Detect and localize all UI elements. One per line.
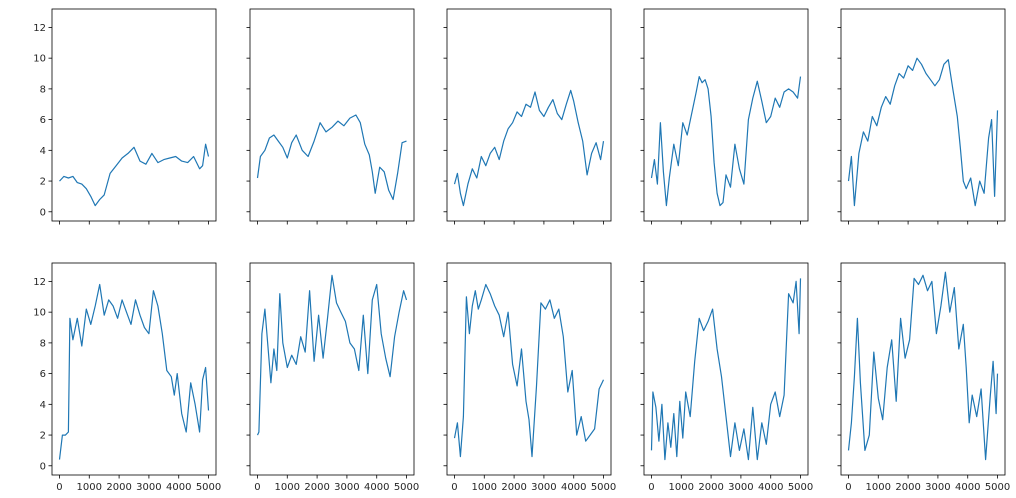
- y-tick-label: 0: [40, 461, 46, 472]
- subplot-r1-c3: [443, 8, 612, 225]
- axes-frame: [840, 262, 1006, 476]
- x-tick-label: 1000: [472, 482, 497, 493]
- subplot-r2-c1: 0 2 4 6 8 10 12 0 1000 2000 3000 4000 5000: [33, 262, 221, 493]
- axes-frame: [51, 262, 217, 476]
- series-line: [650, 278, 802, 461]
- y-tick-label: 6: [40, 369, 46, 380]
- x-tick-label: 5000: [788, 482, 813, 493]
- y-tick-label: 4: [40, 146, 46, 157]
- x-tick-label: 0: [845, 482, 851, 493]
- x-tick-label: 3000: [728, 482, 753, 493]
- x-tick-label: 1000: [275, 482, 300, 493]
- x-tick-label: 0: [648, 482, 654, 493]
- y-tick-label: 12: [33, 277, 46, 288]
- y-tick-label: 0: [40, 207, 46, 218]
- subplot-r2-c5: 0 1000 2000 3000 4000 5000: [837, 262, 1010, 493]
- axes-frame: [51, 8, 217, 222]
- x-tick-label: 0: [56, 482, 62, 493]
- y-tick-label: 12: [33, 23, 46, 34]
- series-line: [256, 114, 407, 201]
- x-tick-label: 4000: [364, 482, 389, 493]
- x-tick-label: 2000: [304, 482, 329, 493]
- x-tick-label: 1000: [866, 482, 891, 493]
- x-tick-label: 3000: [531, 482, 556, 493]
- y-tick-label: 2: [40, 431, 46, 442]
- series-line: [453, 89, 605, 207]
- y-tick-label: 4: [40, 400, 46, 411]
- subplot-r2-c2: 0 1000 2000 3000 4000 5000: [246, 262, 419, 493]
- y-tick-label: 2: [40, 177, 46, 188]
- x-tick-label: 5000: [196, 482, 221, 493]
- x-tick-label: 3000: [334, 482, 359, 493]
- x-tick-label: 4000: [955, 482, 980, 493]
- x-tick-label: 1000: [77, 482, 102, 493]
- subplot-r1-c4: [640, 8, 809, 225]
- axes-frame: [249, 262, 415, 476]
- subplot-r1-c1: 0 2 4 6 8 10 12: [33, 8, 217, 225]
- subplot-r2-c4: 0 1000 2000 3000 4000 5000: [640, 262, 813, 493]
- x-tick-label: 2000: [501, 482, 526, 493]
- axes-frame: [249, 8, 415, 222]
- y-tick-label: 10: [33, 54, 46, 65]
- series-line: [58, 283, 210, 460]
- x-tick-label: 3000: [925, 482, 950, 493]
- axes-frame: [643, 8, 809, 222]
- x-tick-label: 2000: [698, 482, 723, 493]
- x-tick-label: 2000: [106, 482, 131, 493]
- axes-frame: [446, 8, 612, 222]
- series-line: [256, 274, 408, 436]
- x-tick-label: 2000: [895, 482, 920, 493]
- series-line: [59, 143, 210, 207]
- series-line: [650, 75, 802, 207]
- y-tick-label: 6: [40, 115, 46, 126]
- x-tick-label: 5000: [394, 482, 419, 493]
- axes-frame: [643, 262, 809, 476]
- y-tick-label: 8: [40, 338, 46, 349]
- axes-frame: [840, 8, 1006, 222]
- x-tick-label: 5000: [985, 482, 1010, 493]
- subplot-r2-c3: 0 1000 2000 3000 4000 5000: [443, 262, 616, 493]
- x-tick-label: 4000: [166, 482, 191, 493]
- axes-frame: [446, 262, 612, 476]
- series-line: [847, 57, 999, 207]
- x-tick-label: 4000: [561, 482, 586, 493]
- x-tick-label: 3000: [136, 482, 161, 493]
- subplot-r1-c5: [837, 8, 1006, 225]
- y-tick-label: 10: [33, 308, 46, 319]
- series-line: [453, 283, 605, 458]
- y-tick-label: 8: [40, 84, 46, 95]
- x-tick-label: 5000: [591, 482, 616, 493]
- x-tick-label: 0: [451, 482, 457, 493]
- x-tick-label: 1000: [669, 482, 694, 493]
- subplot-r1-c2: [246, 8, 415, 225]
- series-line: [847, 271, 999, 461]
- x-tick-label: 0: [254, 482, 260, 493]
- x-tick-label: 4000: [758, 482, 783, 493]
